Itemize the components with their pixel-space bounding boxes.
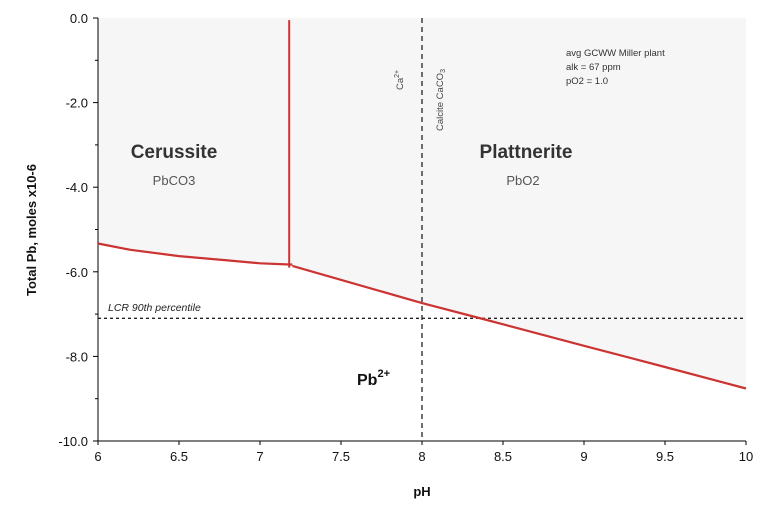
plattnerite-label: Plattnerite <box>480 142 573 163</box>
calcite-subscript: 3 <box>440 69 447 73</box>
ca-ion-symbol: Ca <box>395 77 406 90</box>
pb-ion-charge: 2+ <box>377 368 390 380</box>
boundary-series-line <box>97 242 293 266</box>
boundary-lines <box>97 20 747 390</box>
conditions-line-2: alk = 67 ppm <box>566 62 621 73</box>
x-tick-label: 8.5 <box>494 449 512 464</box>
calcite-text: Calcite CaCO <box>435 73 446 131</box>
y-tick-label: -10.0 <box>58 434 88 449</box>
x-tick-label: 6.5 <box>170 449 188 464</box>
solid-phase-region <box>98 18 746 389</box>
x-axis-title: pH <box>413 484 430 499</box>
x-tick-label: 6 <box>94 449 101 464</box>
ca-ion-charge: 2+ <box>394 70 401 78</box>
plattnerite-formula: PbO2 <box>506 173 539 188</box>
y-tick-label: -6.0 <box>66 265 88 280</box>
y-axis-title: Total Pb, moles x10-6 <box>24 164 39 296</box>
y-tick-label: -8.0 <box>66 349 88 364</box>
x-tick-label: 8 <box>418 449 425 464</box>
pb-ion-label: Pb2+ <box>357 368 390 389</box>
boundary-series-line <box>292 264 747 390</box>
x-ticks: 6 6.5 7 7.5 8 8.5 9 9.5 10 <box>94 441 753 464</box>
y-tick-label: -4.0 <box>66 180 88 195</box>
y-minor-ticks <box>95 59 98 400</box>
conditions-line-3: pO2 = 1.0 <box>566 76 608 87</box>
y-tick-label: 0.0 <box>70 11 88 26</box>
y-tick-label: -2.0 <box>66 96 88 111</box>
x-tick-label: 9.5 <box>656 449 674 464</box>
x-tick-label: 10 <box>739 449 753 464</box>
ca-ion-label: Ca2+ <box>394 70 406 90</box>
x-tick-label: 7.5 <box>332 449 350 464</box>
calcite-label: Calcite CaCO3 <box>435 69 447 131</box>
conditions-line-1: avg GCWW Miller plant <box>566 48 665 59</box>
lcr-label: LCR 90th percentile <box>108 302 201 314</box>
cerussite-formula: PbCO3 <box>153 173 196 188</box>
x-tick-label: 9 <box>580 449 587 464</box>
cerussite-label: Cerussite <box>131 142 218 163</box>
pb-ion-symbol: Pb <box>357 372 378 389</box>
y-ticks: 0.0 -2.0 -4.0 -6.0 -8.0 -10.0 <box>58 11 98 449</box>
x-tick-label: 7 <box>256 449 263 464</box>
